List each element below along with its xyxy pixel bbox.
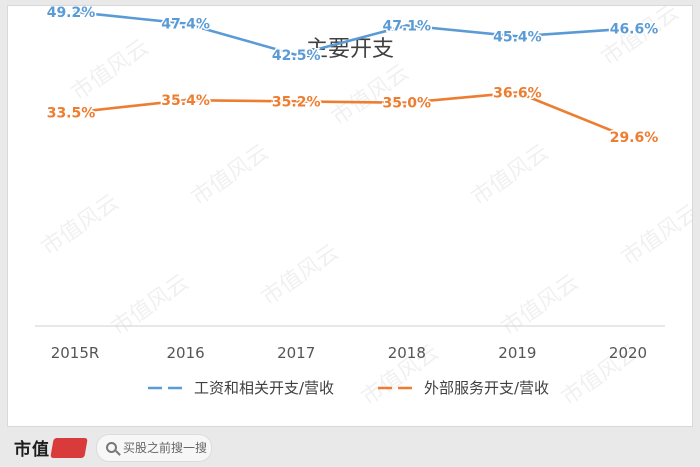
legend-label: 外部服务开支/营收	[424, 379, 549, 397]
data-point	[184, 98, 188, 102]
data-point	[626, 27, 630, 31]
data-label: 42.5%	[272, 48, 321, 64]
watermark-text: 市值风云	[107, 270, 193, 341]
data-label: 45.4%	[493, 29, 542, 45]
brand[interactable]: 市值	[14, 435, 88, 460]
data-label: 29.6%	[610, 130, 659, 146]
data-point	[73, 10, 77, 14]
search-box[interactable]: 买股之前搜一搜	[96, 433, 212, 462]
watermark-text: 市值风云	[187, 140, 273, 211]
chart-card: 市值风云 市值风云 市值风云 市值风云 市值风云 市值风云 市值风云 市值风云 市值风云 市值风云…	[8, 6, 692, 426]
legend-label: 工资和相关开支/营收	[194, 379, 334, 397]
data-label: 33.5%	[47, 105, 96, 121]
data-point	[405, 101, 409, 105]
data-label: 46.6%	[610, 22, 659, 38]
series-line	[73, 91, 630, 139]
data-point	[515, 34, 519, 38]
x-tick-label: 2017	[277, 344, 315, 362]
data-point	[73, 110, 77, 114]
data-label: 35.0%	[383, 96, 432, 112]
brand-name: 市值	[14, 440, 50, 460]
data-label: 35.2%	[272, 94, 321, 110]
data-point	[515, 90, 519, 94]
x-tick-label: 2018	[388, 344, 426, 362]
watermark-text: 市值风云	[617, 200, 692, 271]
series-line	[73, 10, 630, 57]
watermark-text: 市值风云	[257, 240, 343, 311]
watermark-text: 市值风云	[37, 190, 123, 261]
watermark-text: 市值风云	[597, 6, 683, 71]
watermark-text: 市值风云	[67, 35, 153, 106]
x-tick-label: 2019	[498, 344, 536, 362]
footer: 市值 买股之前搜一搜	[0, 428, 700, 467]
brand-logo-icon	[50, 437, 88, 458]
x-tick-label: 2020	[609, 344, 647, 362]
data-label: 47.1%	[383, 19, 432, 35]
data-point	[294, 53, 298, 57]
data-point	[626, 135, 630, 139]
search-placeholder: 买股之前搜一搜	[123, 441, 208, 455]
watermark-text: 市值风云	[467, 140, 553, 211]
data-label: 35.4%	[161, 93, 210, 109]
data-point	[294, 99, 298, 103]
data-label: 49.2%	[47, 6, 96, 21]
x-tick-label: 2016	[167, 344, 205, 362]
watermark-text: 市值风云	[497, 270, 583, 341]
data-label: 47.4%	[161, 17, 210, 33]
search-icon	[106, 442, 117, 453]
data-point	[405, 24, 409, 28]
x-tick-label: 2015R	[51, 344, 100, 362]
data-point	[184, 22, 188, 26]
data-label: 36.6%	[493, 85, 542, 101]
